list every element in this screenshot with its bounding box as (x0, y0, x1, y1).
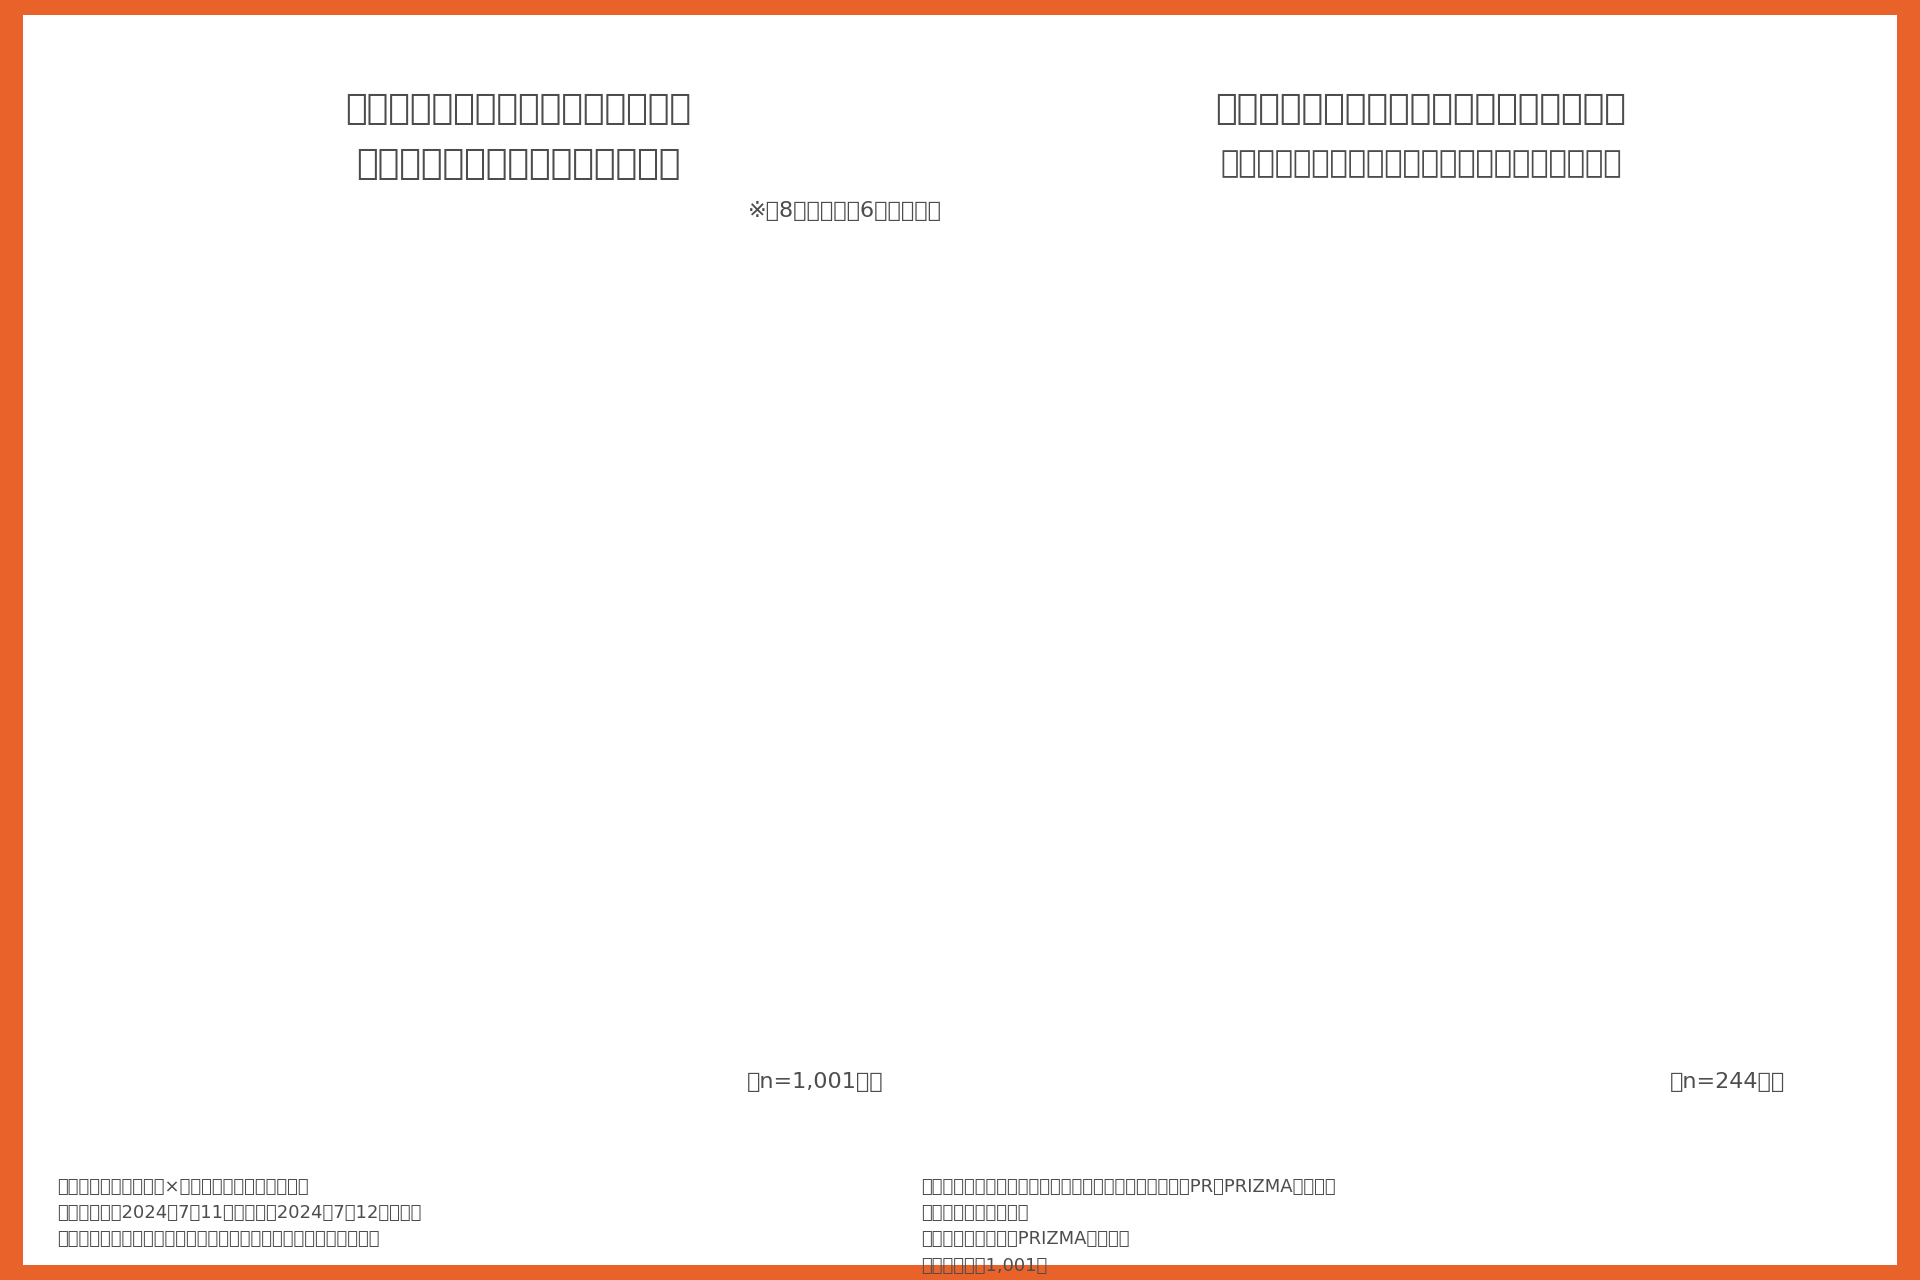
Text: 11.5%: 11.5% (207, 1007, 332, 1042)
Text: ・調査方法：リンクアンドパートナーズが提供する調査PR「PRIZMA」による
　インターネット調査
・モニター提供元：PRIZMAリサーチ
・調査人数：1,00: ・調査方法：リンクアンドパートナーズが提供する調査PR「PRIZMA」による イ… (922, 1178, 1336, 1275)
Text: 売却して別の資産
としてほしい: 売却して別の資産 としてほしい (824, 699, 931, 745)
Text: ー「美術品」『家財道具』と回答した方が回答ー: ー「美術品」『家財道具』と回答した方が回答ー (1219, 150, 1622, 178)
Text: 有価証券（株式・債券
・手形・小切手など）: 有価証券（株式・債券 ・手形・小切手など） (92, 549, 252, 608)
Bar (77, 673, 271, 781)
Text: 42.0%: 42.0% (524, 562, 649, 595)
Text: 67.3%: 67.3% (787, 413, 912, 447)
Text: 家財道具: 家財道具 (92, 861, 163, 890)
Text: 自動車: 自動車 (92, 713, 144, 741)
Text: 捨てたり、手放してよい: 捨てたり、手放してよい (1738, 246, 1884, 265)
Text: 79.0%: 79.0% (908, 264, 1033, 298)
Text: （n=1,001人）: （n=1,001人） (747, 1071, 883, 1092)
Text: 資産として
残しておいてほしい: 資産として 残しておいてほしい (1371, 1132, 1490, 1176)
Bar (77, 228, 899, 334)
Text: 16.8%: 16.8% (820, 609, 935, 641)
Bar (77, 972, 196, 1078)
Text: 現在、相続しようと考えているもの: 現在、相続しようと考えているもの (346, 92, 691, 125)
Text: ※全8項目中上位6項目を抜粋: ※全8項目中上位6項目を抜粋 (747, 201, 943, 221)
Text: 相続後、それらをどうしてほしいですか？: 相続後、それらをどうしてほしいですか？ (1215, 92, 1626, 125)
Text: 猊: 猊 (1722, 1220, 1734, 1238)
Text: 現金: 現金 (92, 268, 127, 296)
Text: 18.6%: 18.6% (280, 710, 405, 744)
Wedge shape (1085, 653, 1471, 998)
Text: 《調査概要：「骨董品×相続準備」に関する調査》
・調査期間：2024年7月11日（木）～2024年7月12日（金）
・調査対象：調査回答時に相続を検討していると: 《調査概要：「骨董品×相続準備」に関する調査》 ・調査期間：2024年7月11日… (58, 1178, 422, 1248)
Bar (77, 525, 513, 632)
Text: 特に希望はない
（相続人に任せる）: 特に希望はない （相続人に任せる） (1837, 648, 1920, 692)
Wedge shape (1085, 365, 1430, 677)
Wedge shape (1240, 314, 1430, 653)
Bar (77, 376, 776, 484)
Text: を教えてください（複数回答可）: を教えてください（複数回答可） (357, 147, 680, 180)
Text: 51.2%: 51.2% (1839, 557, 1920, 590)
Text: 6.2%: 6.2% (1764, 335, 1857, 369)
Text: （n=244人）: （n=244人） (1670, 1071, 1786, 1092)
Text: 不動産: 不動産 (92, 416, 144, 444)
Text: 17.8%: 17.8% (273, 859, 397, 892)
Circle shape (1661, 1202, 1795, 1256)
Text: 25.8%: 25.8% (1373, 1041, 1488, 1074)
Text: 猊: 猊 (1820, 1233, 1836, 1256)
Text: 美術品
買取専門店: 美術品 買取専門店 (1793, 1201, 1824, 1222)
Bar (77, 822, 261, 929)
Text: 美術品: 美術品 (92, 1010, 144, 1038)
Wedge shape (1363, 307, 1776, 996)
